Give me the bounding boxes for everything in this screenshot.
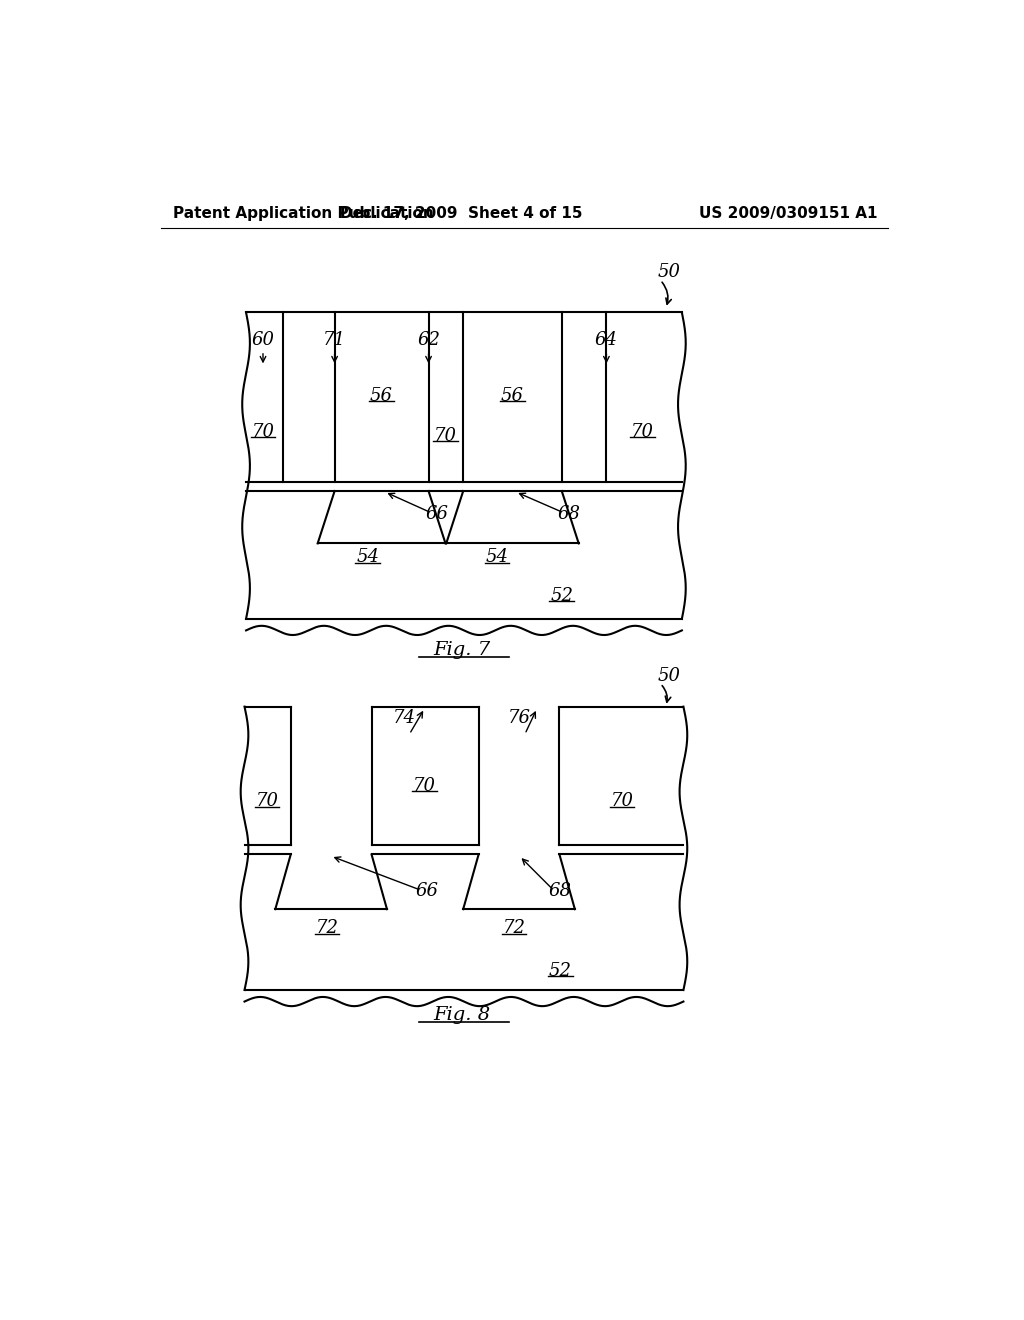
Text: 52: 52 (549, 962, 571, 979)
Text: 68: 68 (549, 883, 571, 900)
Text: 70: 70 (255, 792, 279, 810)
Text: 68: 68 (558, 506, 581, 523)
Text: 66: 66 (416, 883, 438, 900)
Text: 70: 70 (610, 792, 633, 810)
Text: 70: 70 (252, 422, 274, 441)
Text: Fig. 7: Fig. 7 (433, 640, 490, 659)
Text: 70: 70 (414, 777, 436, 795)
Text: 52: 52 (550, 587, 573, 605)
Text: 74: 74 (392, 709, 416, 726)
Text: 54: 54 (485, 548, 509, 566)
Text: US 2009/0309151 A1: US 2009/0309151 A1 (699, 206, 878, 222)
Text: 50: 50 (658, 667, 681, 685)
Text: 71: 71 (324, 331, 346, 350)
Text: Patent Application Publication: Patent Application Publication (173, 206, 433, 222)
Text: 60: 60 (252, 331, 274, 350)
Text: 70: 70 (434, 426, 457, 445)
Text: 70: 70 (631, 422, 654, 441)
Text: Fig. 8: Fig. 8 (433, 1006, 490, 1023)
Text: 54: 54 (356, 548, 379, 566)
Text: 72: 72 (503, 920, 525, 937)
Text: 72: 72 (315, 920, 338, 937)
Text: 56: 56 (370, 387, 393, 404)
Text: 76: 76 (508, 709, 530, 726)
Text: 56: 56 (501, 387, 524, 404)
Text: Dec. 17, 2009  Sheet 4 of 15: Dec. 17, 2009 Sheet 4 of 15 (340, 206, 583, 222)
Text: 50: 50 (658, 264, 681, 281)
Text: 64: 64 (595, 331, 617, 350)
Text: 66: 66 (426, 506, 449, 523)
Text: 62: 62 (417, 331, 440, 350)
